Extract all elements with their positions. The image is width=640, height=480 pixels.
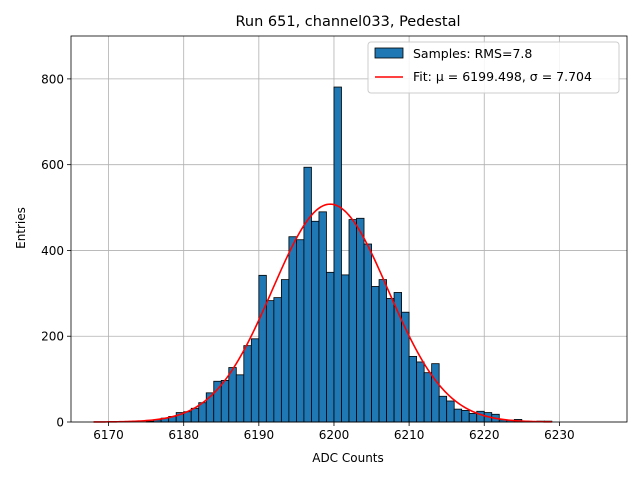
histogram-bar [348, 219, 357, 423]
histogram-bars [145, 86, 553, 423]
histogram-bar [243, 345, 252, 423]
x-tick-label: 6230 [544, 428, 575, 442]
y-tick-label: 600 [41, 158, 64, 172]
histogram-bar [363, 243, 372, 423]
histogram-bar [453, 408, 463, 423]
x-tick-label: 6210 [394, 428, 425, 442]
x-tick-label: 6180 [168, 428, 199, 442]
histogram-bar [258, 274, 267, 423]
legend-label-fit: Fit: μ = 6199.498, σ = 7.704 [413, 69, 592, 84]
gaussian-fit-line [93, 203, 552, 423]
histogram-bar [296, 239, 305, 423]
y-axis-ticks: 0 200 400 600 800 [41, 72, 71, 430]
legend: Samples: RMS=7.8 Fit: μ = 6199.498, σ = … [367, 41, 620, 94]
histogram-bar [423, 372, 433, 423]
histogram-bar [468, 413, 478, 423]
histogram-bar [190, 407, 200, 423]
y-tick-label: 0 [56, 416, 64, 430]
histogram-bar [371, 286, 380, 423]
histogram-bar [408, 355, 418, 423]
histogram-bar [438, 395, 448, 423]
histogram-bar [341, 274, 350, 423]
y-tick-label: 800 [41, 72, 64, 86]
histogram-bar [288, 236, 297, 423]
histogram-bar [303, 166, 312, 423]
histogram-bar [416, 361, 425, 423]
histogram-bar [280, 279, 290, 423]
histogram-bar [378, 279, 387, 423]
histogram-bar [446, 400, 455, 423]
histogram-bar [273, 297, 282, 423]
fit-curve-layer [93, 203, 552, 423]
histogram-bar [235, 374, 245, 423]
histogram-bar [326, 271, 335, 423]
x-axis-label: ADC Counts [312, 451, 384, 465]
histogram-bar [386, 298, 395, 423]
x-tick-label: 6190 [244, 428, 275, 442]
legend-swatch-samples [374, 47, 404, 59]
legend-box [367, 41, 620, 94]
legend-label-samples: Samples: RMS=7.8 [413, 46, 532, 61]
plot-frame [70, 35, 628, 423]
x-axis-ticks: 6170 6180 6190 6200 6210 6220 6230 [93, 422, 575, 442]
x-tick-label: 6170 [93, 428, 124, 442]
histogram-bar [250, 338, 260, 423]
y-axis-label: Entries [14, 207, 28, 249]
y-tick-label: 400 [41, 244, 64, 258]
x-tick-label: 6200 [319, 428, 350, 442]
histogram-bar [333, 86, 342, 423]
x-tick-label: 6220 [469, 428, 500, 442]
histogram-bar [265, 300, 275, 423]
histogram-bar [311, 220, 320, 423]
histogram-bar [431, 363, 440, 423]
histogram-bar [461, 410, 470, 423]
histogram-bar [220, 379, 230, 423]
histogram-bar [318, 211, 327, 423]
y-tick-label: 200 [41, 330, 64, 344]
histogram-bar [356, 217, 365, 423]
histogram-bar [228, 367, 237, 423]
chart-title: Run 651, channel033, Pedestal [235, 14, 460, 30]
